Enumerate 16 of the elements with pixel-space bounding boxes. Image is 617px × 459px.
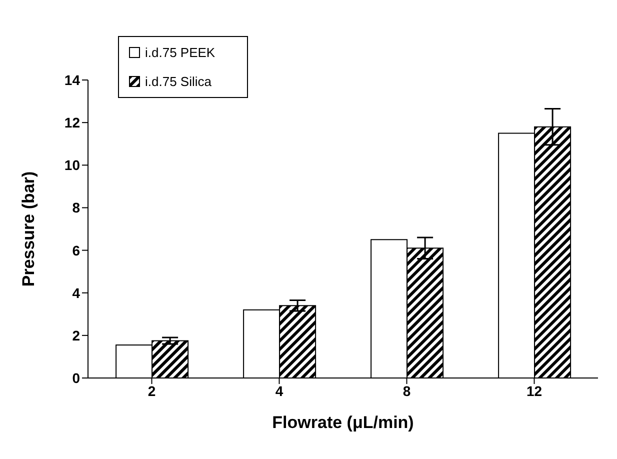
- y-tick-label: 12: [64, 114, 80, 131]
- legend-label: i.d.75 PEEK: [145, 45, 216, 60]
- y-tick-label: 6: [72, 242, 80, 258]
- y-tick-label: 14: [64, 72, 80, 88]
- y-tick-label: 10: [64, 157, 80, 174]
- x-tick-label: 4: [275, 382, 284, 399]
- x-axis-title: Flowrate (μL/min): [272, 413, 414, 432]
- y-axis-title: Pressure (bar): [19, 171, 38, 287]
- y-tick-label: 8: [72, 200, 80, 216]
- x-tick-label: 8: [402, 382, 411, 399]
- x-tick-label: 12: [526, 382, 542, 399]
- legend-label: i.d.75 Silica: [145, 74, 212, 89]
- y-tick-label: 0: [72, 370, 80, 386]
- y-tick-label: 2: [72, 327, 80, 344]
- y-tick-label: 4: [72, 284, 80, 301]
- x-tick-label: 2: [148, 382, 156, 399]
